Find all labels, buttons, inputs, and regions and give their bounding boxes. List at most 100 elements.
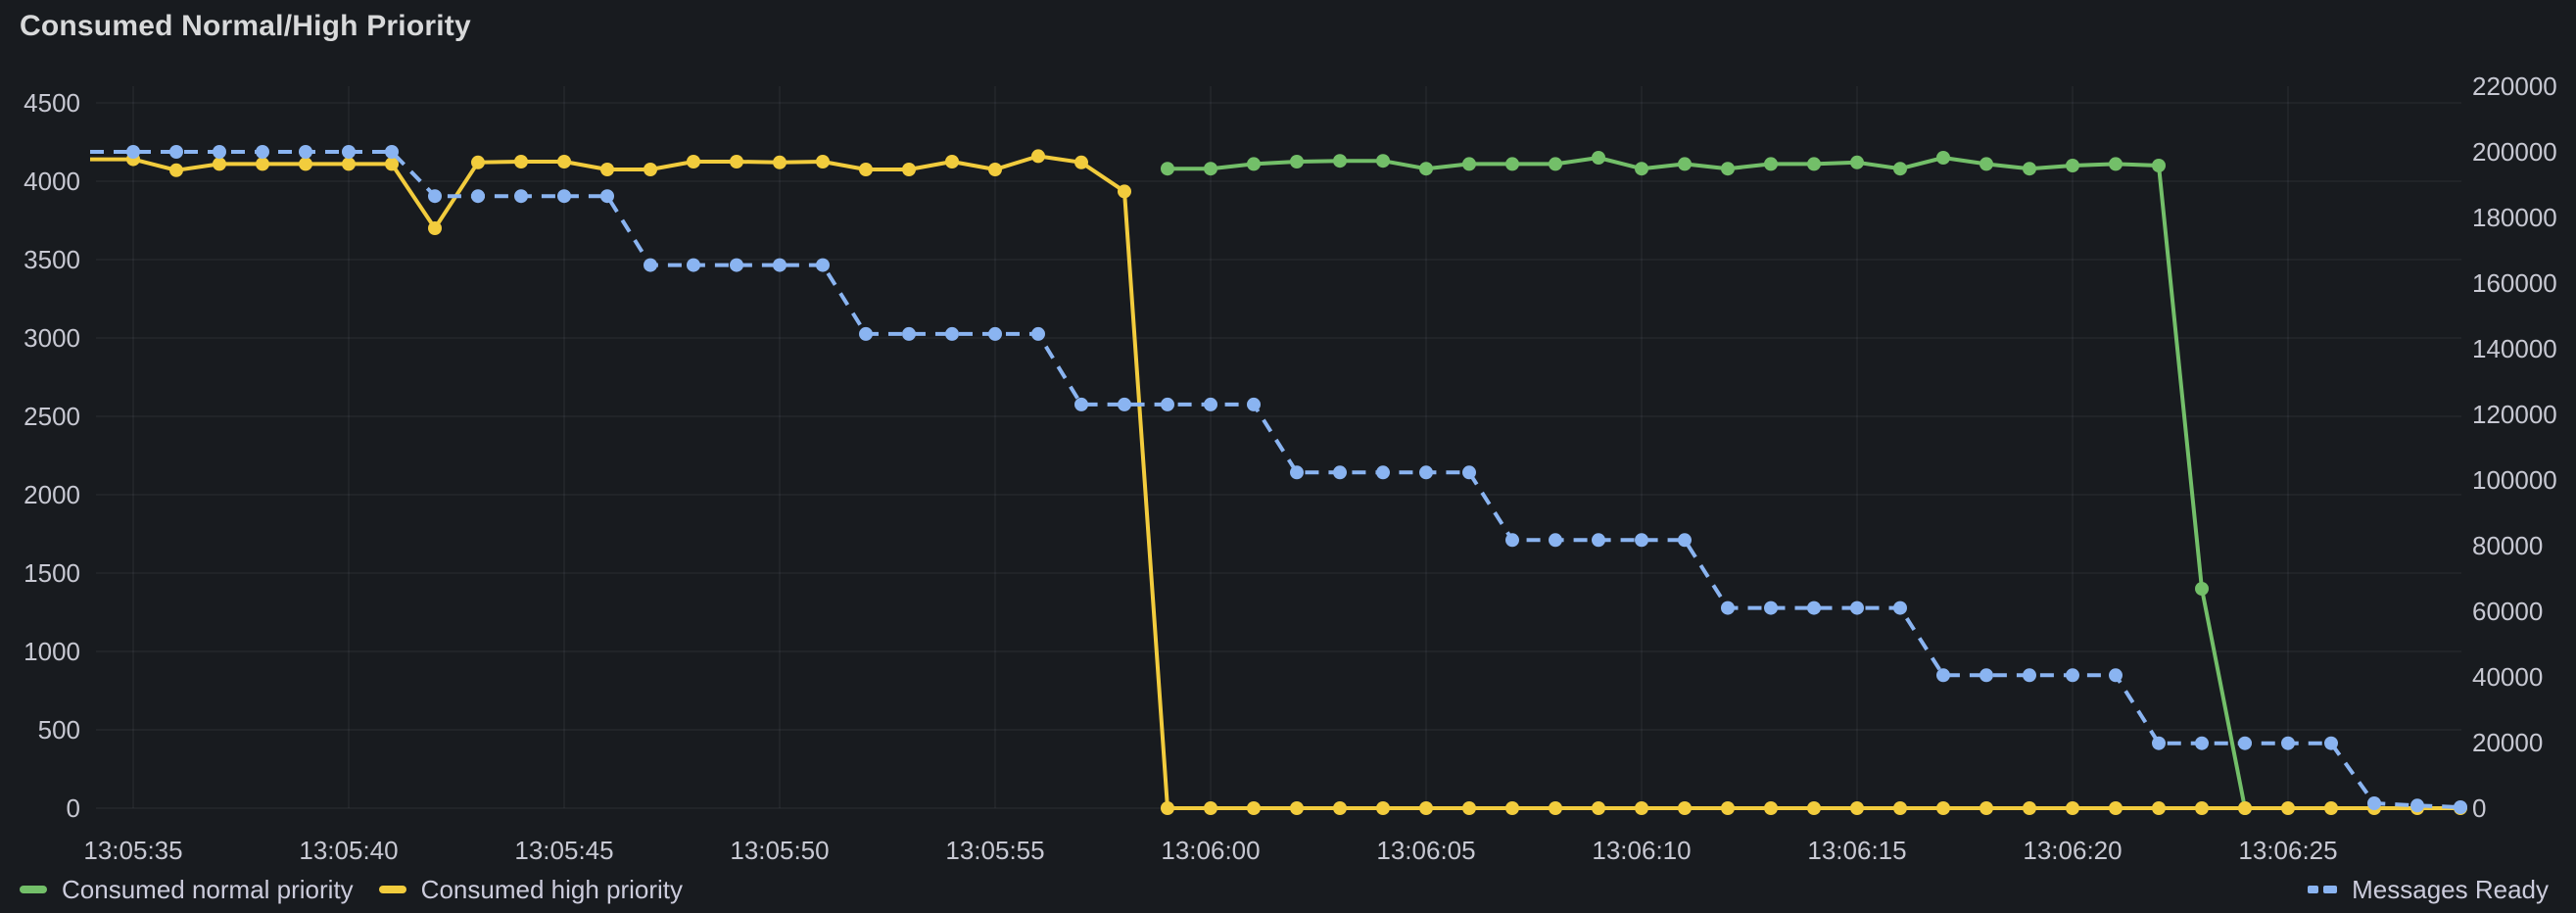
data-point	[2152, 736, 2166, 750]
data-point	[1764, 157, 1778, 171]
data-point	[600, 189, 614, 204]
data-point	[2195, 736, 2209, 750]
data-point	[2324, 801, 2338, 815]
data-point	[169, 145, 183, 159]
data-point	[1505, 157, 1519, 171]
data-point	[687, 258, 700, 272]
legend-item-messages-ready[interactable]: Messages Ready	[2308, 874, 2549, 905]
svg-text:200000: 200000	[2472, 137, 2557, 167]
legend-item-consumed-high-priority[interactable]: Consumed high priority	[378, 874, 684, 905]
data-point	[2023, 162, 2036, 176]
data-point	[1549, 801, 1562, 815]
data-point	[1893, 162, 1907, 176]
data-point	[385, 145, 399, 159]
data-point	[1376, 801, 1390, 815]
data-point	[1333, 465, 1347, 480]
svg-text:100000: 100000	[2472, 465, 2557, 495]
data-point	[2066, 159, 2079, 172]
svg-text:13:06:00: 13:06:00	[1161, 836, 1260, 865]
data-point	[730, 258, 743, 272]
svg-text:13:05:40: 13:05:40	[299, 836, 398, 865]
series-messages-ready	[90, 145, 2467, 814]
data-point	[1807, 801, 1821, 815]
data-point	[1204, 397, 1217, 411]
legend-swatch-yellow-line-icon	[378, 886, 406, 893]
svg-text:13:05:55: 13:05:55	[945, 836, 1044, 865]
data-point	[213, 145, 226, 159]
data-point	[2066, 668, 2079, 683]
legend-item-consumed-normal-priority[interactable]: Consumed normal priority	[20, 874, 354, 905]
data-point	[1290, 801, 1304, 815]
data-point	[1161, 162, 1174, 176]
legend-label: Consumed high priority	[420, 875, 684, 904]
data-point	[1678, 533, 1692, 548]
data-point	[1161, 801, 1174, 815]
data-point	[1031, 326, 1045, 341]
data-point	[2367, 796, 2381, 810]
data-point	[428, 189, 442, 204]
data-point	[945, 155, 959, 168]
data-point	[1980, 157, 1993, 171]
data-point	[859, 163, 873, 176]
data-point	[1721, 162, 1735, 176]
data-point	[557, 189, 571, 204]
data-point	[514, 189, 528, 204]
data-point	[1807, 157, 1821, 171]
svg-text:0: 0	[67, 793, 80, 823]
data-point	[1333, 154, 1347, 168]
data-point	[902, 163, 916, 176]
svg-text:80000: 80000	[2472, 531, 2543, 560]
svg-text:500: 500	[38, 715, 80, 745]
data-point	[1850, 155, 1864, 169]
data-point	[1161, 397, 1174, 411]
data-point	[256, 157, 269, 171]
svg-text:4000: 4000	[24, 167, 80, 196]
data-point	[902, 326, 916, 341]
data-point	[428, 221, 442, 235]
data-point	[2410, 798, 2424, 813]
data-point	[2023, 668, 2036, 683]
data-point	[1031, 149, 1045, 164]
data-point	[2152, 159, 2166, 172]
svg-text:13:06:05: 13:06:05	[1376, 836, 1475, 865]
svg-text:13:05:35: 13:05:35	[83, 836, 182, 865]
x-axis-labels: 13:05:35 13:05:40 13:05:45 13:05:50 13:05:55…	[83, 836, 2337, 865]
svg-text:140000: 140000	[2472, 334, 2557, 363]
data-point	[859, 326, 873, 341]
data-point	[1678, 801, 1692, 815]
svg-text:3000: 3000	[24, 323, 80, 353]
data-point	[1247, 397, 1261, 411]
svg-text:0: 0	[2472, 793, 2486, 823]
data-point	[1635, 801, 1648, 815]
data-point	[1118, 397, 1131, 411]
data-point	[256, 145, 269, 159]
svg-text:2000: 2000	[24, 480, 80, 509]
data-point	[1980, 801, 1993, 815]
svg-text:1000: 1000	[24, 637, 80, 666]
data-point	[988, 163, 1002, 176]
data-point	[1936, 668, 1950, 683]
panel-title[interactable]: Consumed Normal/High Priority	[20, 10, 471, 42]
data-point	[773, 155, 787, 169]
data-point	[644, 163, 657, 176]
data-point	[1893, 801, 1907, 815]
data-point	[471, 155, 485, 169]
data-point	[988, 326, 1002, 341]
data-point	[1764, 801, 1778, 815]
svg-text:120000: 120000	[2472, 400, 2557, 429]
legend-swatch-blue-dashed-line-icon	[2308, 886, 2338, 893]
data-point	[1721, 601, 1735, 615]
data-point	[1074, 155, 1088, 169]
data-point	[730, 155, 743, 168]
data-point	[299, 157, 312, 171]
data-point	[644, 258, 657, 272]
data-point	[1635, 162, 1648, 176]
data-point	[1290, 155, 1304, 168]
data-point	[1592, 801, 1605, 815]
data-point	[1980, 668, 1993, 683]
data-point	[1419, 465, 1433, 480]
series-consumed-high-priority	[90, 149, 2467, 815]
data-point	[2109, 157, 2123, 171]
data-point	[471, 189, 485, 204]
